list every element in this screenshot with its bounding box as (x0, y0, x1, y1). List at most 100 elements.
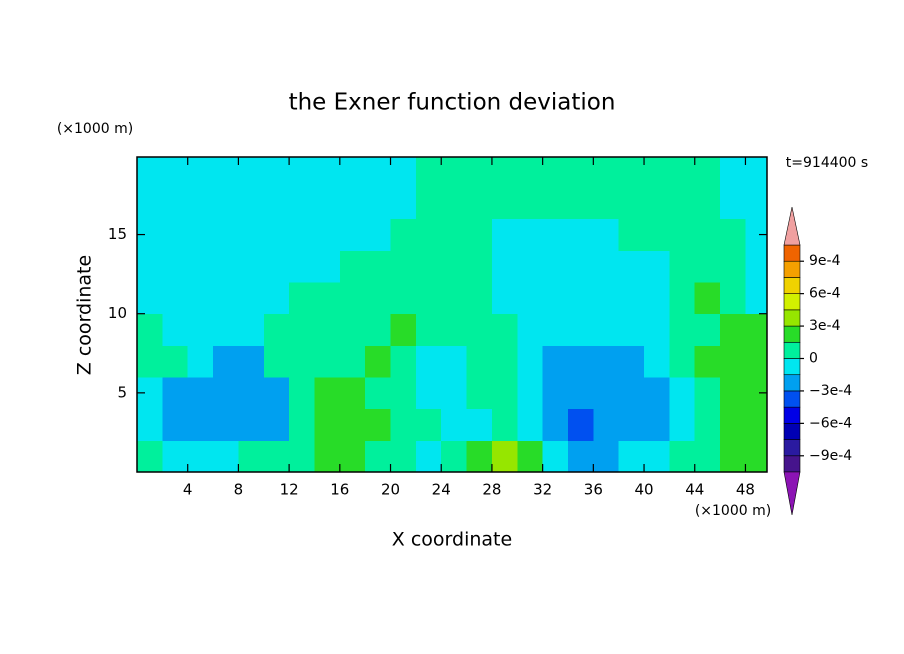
field-cell (263, 282, 290, 315)
colorbar-band (783, 358, 801, 376)
field-cell (263, 313, 290, 346)
field-cell (542, 282, 569, 315)
field-cell (339, 345, 366, 378)
field-cell (542, 313, 569, 346)
field-cell (339, 250, 366, 283)
field-cell (365, 377, 392, 410)
field-cell (669, 345, 696, 378)
field-cell (567, 187, 594, 220)
field-cell (415, 250, 442, 283)
y-tick-label: 5 (117, 383, 127, 401)
field-cell (238, 377, 265, 410)
field-cell (466, 282, 493, 315)
field-cell (365, 218, 392, 251)
field-cell (390, 345, 417, 378)
colorbar-band (783, 309, 801, 327)
field-cell (720, 408, 746, 441)
field-cell (593, 157, 620, 188)
field-cell (365, 282, 392, 315)
field-cell (162, 345, 189, 378)
x-tick-label: 8 (234, 481, 244, 499)
field-cell (289, 157, 315, 188)
field-cell (593, 345, 620, 378)
field-cell (720, 250, 746, 283)
x-tick-label: 32 (533, 481, 552, 499)
field-cell (567, 377, 594, 410)
field-cell (745, 250, 767, 283)
field-cell (441, 377, 468, 410)
field-cell (466, 250, 493, 283)
field-cell (415, 218, 442, 251)
field-cell (720, 313, 746, 346)
field-cell (415, 345, 442, 378)
field-cell (491, 440, 518, 472)
field-cell (517, 187, 544, 220)
x-tick-label: 20 (381, 481, 400, 499)
field-cell (289, 345, 315, 378)
field-cell (339, 313, 366, 346)
field-cell (187, 187, 214, 220)
field-cell (213, 282, 239, 315)
field-cell (567, 157, 594, 188)
field-cell (390, 408, 417, 441)
field-cell (314, 218, 341, 251)
field-cell (694, 218, 721, 251)
field-cell (542, 157, 569, 188)
field-cell (466, 313, 493, 346)
field-cell (745, 187, 767, 220)
field-cell (314, 187, 341, 220)
field-cell (618, 187, 645, 220)
field-cell (441, 218, 468, 251)
field-cell (491, 218, 518, 251)
field-cell (644, 440, 670, 472)
field-cell (187, 345, 214, 378)
field-cell (567, 408, 594, 441)
field-cell (415, 313, 442, 346)
field-cell (137, 282, 163, 315)
field-cell (745, 408, 767, 441)
field-cell (238, 345, 265, 378)
field-cell (694, 377, 721, 410)
field-cell (238, 440, 265, 472)
time-annotation: t=914400 s (786, 155, 868, 171)
field-cell (491, 250, 518, 283)
field-cell (720, 440, 746, 472)
field-cell (644, 250, 670, 283)
field-cell (289, 187, 315, 220)
field-cell (365, 313, 392, 346)
field-cell (390, 250, 417, 283)
colorbar-tick-label: 3e-4 (809, 318, 841, 334)
field-cell (415, 187, 442, 220)
field-cell (441, 440, 468, 472)
field-cell (213, 157, 239, 188)
field-cell (517, 282, 544, 315)
field-cell (390, 313, 417, 346)
field-cell (263, 187, 290, 220)
field-cell (517, 440, 544, 472)
field-cell (593, 218, 620, 251)
field-cell (720, 282, 746, 315)
field-cell (390, 282, 417, 315)
field-cell (365, 250, 392, 283)
field-cell (593, 408, 620, 441)
field-cell (263, 440, 290, 472)
colorbar-tick-label: 9e-4 (809, 253, 841, 269)
field-cell (745, 440, 767, 472)
colorbar-band (783, 260, 801, 278)
field-cell (339, 157, 366, 188)
field-cell (263, 218, 290, 251)
field-cell (669, 250, 696, 283)
colorbar-tick-label: 0 (809, 351, 818, 367)
field-cell (618, 157, 645, 188)
field-cell (720, 187, 746, 220)
field-cell (137, 345, 163, 378)
colorbar-band (783, 423, 801, 440)
field-cell (593, 282, 620, 315)
field-cell (644, 282, 670, 315)
field-cell (694, 157, 721, 188)
field-cell (314, 408, 341, 441)
colorbar-under (783, 471, 801, 516)
field-cell (542, 218, 569, 251)
field-cell (339, 408, 366, 441)
